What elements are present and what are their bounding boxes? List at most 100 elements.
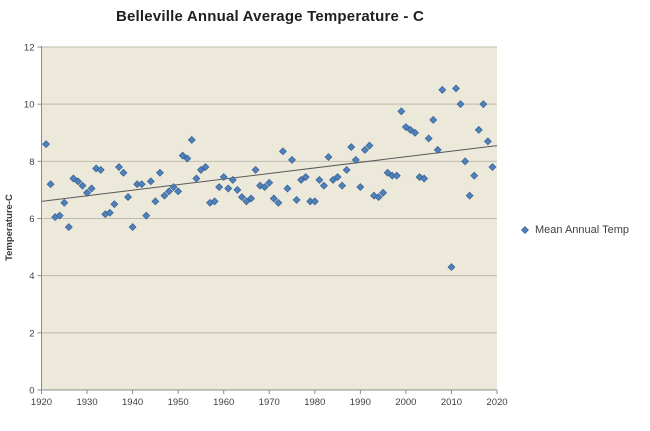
legend-diamond-icon [521,226,529,234]
data-point [269,194,278,203]
data-point [379,188,388,197]
data-point [438,85,447,94]
data-point [114,163,123,172]
y-tick-label: 6 [29,214,34,225]
data-point [333,173,342,182]
data-point [356,183,365,192]
data-point [265,178,274,187]
data-point [411,128,419,137]
trend-line [41,145,498,202]
data-point [46,180,55,189]
data-point [64,223,73,232]
data-point [174,187,183,196]
x-tick-label: 1940 [122,397,143,408]
data-point [461,157,470,166]
data-point [319,181,328,190]
data-point [42,140,51,149]
data-point [474,125,483,134]
x-tick-label: 1950 [168,397,189,408]
data-point [160,191,169,200]
data-point [465,191,474,200]
data-point [392,171,401,180]
data-point [169,183,178,192]
data-point [183,154,192,163]
data-point [224,184,233,193]
data-point [228,175,237,184]
data-point [338,181,347,190]
data-point [124,193,133,202]
data-point [274,198,283,207]
data-point [146,177,155,186]
data-point [488,163,497,172]
chart-title: Belleville Annual Average Temperature - … [115,8,425,25]
x-tick-label: 1920 [31,397,52,408]
data-point [137,180,146,189]
y-tick-label: 8 [29,157,34,168]
data-point [233,185,242,194]
x-tick-label: 1970 [259,397,280,408]
data-point [283,184,292,193]
data-point [128,223,137,232]
legend: Mean Annual Temp [521,224,629,236]
data-point [297,175,306,184]
data-point [210,197,219,206]
data-point [165,187,174,196]
data-point [83,188,92,197]
data-point [479,100,488,109]
data-point [151,197,160,206]
data-point [310,197,319,206]
data-point [401,123,410,131]
data-point [87,184,96,193]
data-point [452,84,460,93]
data-point [142,211,151,220]
y-tick-label: 10 [24,100,35,111]
data-point [365,141,374,150]
data-point [242,197,251,206]
data-point [155,168,164,177]
data-point [329,175,337,184]
data-point [55,211,64,220]
data-point [456,100,465,109]
data-point [251,165,260,174]
data-point [315,175,324,184]
data-point [78,181,87,190]
x-tick-label: 1990 [350,397,371,408]
x-tick-label: 1960 [213,397,234,408]
x-tick-label: 2020 [486,397,507,408]
data-point [119,168,128,177]
data-point [420,174,429,183]
data-point [429,115,438,124]
data-point [360,145,369,154]
data-point [447,263,456,272]
data-point [301,173,310,182]
y-tick-label: 0 [29,386,34,397]
data-point [105,208,114,217]
data-point [196,165,205,174]
data-point [324,153,333,162]
data-point [110,200,119,209]
legend-label: Mean Annual Temp [535,224,629,236]
data-point [288,155,296,164]
data-point [278,147,287,156]
data-point [192,174,201,183]
data-point [342,165,351,174]
y-tick-label: 12 [24,43,35,54]
data-point [397,107,406,116]
data-point [351,155,360,164]
data-point [347,143,356,152]
data-point [73,177,82,186]
data-point [201,163,210,172]
data-point [374,193,383,202]
data-point [292,195,301,204]
data-point [433,145,442,154]
y-tick-label: 2 [29,328,34,339]
data-point [237,193,246,202]
data-point [60,198,69,207]
data-point [215,183,224,192]
data-point [260,183,269,192]
data-point [383,168,392,177]
data-point [69,174,78,183]
data-point [178,151,187,160]
